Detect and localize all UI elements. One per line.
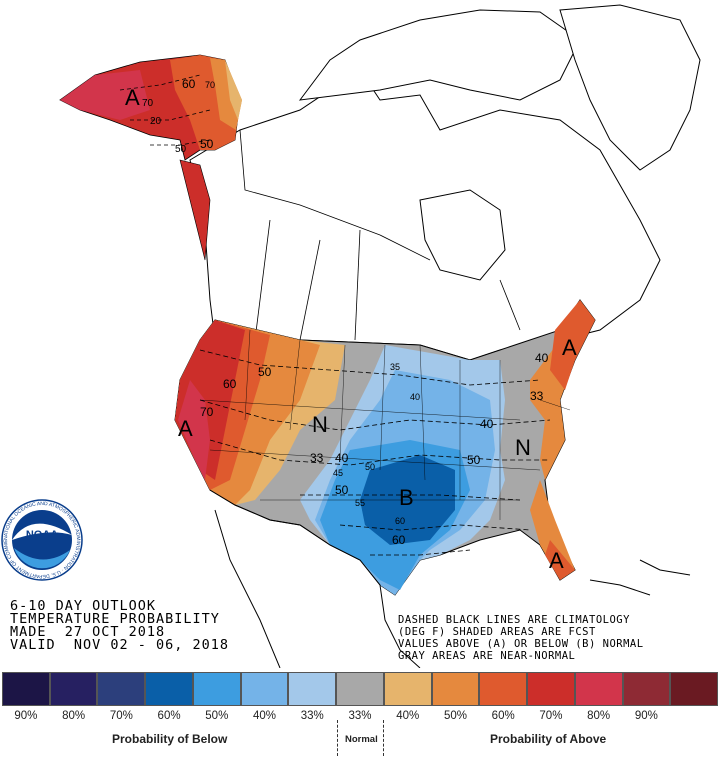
label-p33: 33 <box>310 451 324 465</box>
title-line-4: VALID NOV 02 - 06, 2018 <box>10 637 230 653</box>
label-m40b: 40 <box>480 417 494 431</box>
label-ak50b: 50 <box>200 137 214 151</box>
normal-divider <box>337 720 384 756</box>
normal-caption: Normal <box>345 734 378 745</box>
title-line-3: MADE 27 OCT 2018 <box>10 624 166 640</box>
outlook-title-block: 6-10 DAY OUTLOOK TEMPERATURE PROBABILITY… <box>10 598 230 653</box>
legend-percent-label: 80% <box>587 710 611 722</box>
label-b-south: B <box>399 485 414 510</box>
temperature-outlook-map: A A A A N N B 60 70 70 20 50 50 60 70 50… <box>1 4 701 668</box>
legend-percent-label: 33% <box>300 710 324 722</box>
label-m40: 40 <box>410 392 420 402</box>
above-caption: Probability of Above <box>490 732 607 746</box>
legend-swatch <box>288 672 337 706</box>
arctic-islands <box>298 9 581 101</box>
legend-percent-label: 50% <box>443 710 467 722</box>
legend-swatch <box>670 672 719 706</box>
note-line-1: DASHED BLACK LINES ARE CLIMATOLOGY <box>398 614 630 626</box>
legend-swatch <box>574 672 623 706</box>
label-p55: 55 <box>355 498 365 508</box>
legend-percent-label: 40% <box>396 710 420 722</box>
legend-percent-label: 70% <box>109 710 133 722</box>
legend-percent-label: 60% <box>157 710 181 722</box>
label-ak50: 50 <box>175 144 187 155</box>
legend-percent-label: 50% <box>205 710 229 722</box>
legend-swatch <box>336 672 384 706</box>
label-ak60: 60 <box>182 77 196 91</box>
label-w70: 70 <box>200 405 214 419</box>
label-s60: 60 <box>395 516 405 526</box>
noaa-logo-text: NOAA <box>26 529 58 541</box>
legend-swatch <box>527 672 575 706</box>
label-p50: 50 <box>365 462 375 472</box>
legend-swatch <box>383 672 432 706</box>
label-a-alaska: A <box>125 85 140 110</box>
legend-percent-label: 70% <box>539 710 563 722</box>
noaa-logo: NOAA NATIONAL OCEANIC AND ATMOSPHERIC AD… <box>1 499 83 581</box>
label-ak70: 70 <box>205 80 215 90</box>
alaska-region <box>59 54 242 261</box>
legend-notes: DASHED BLACK LINES ARE CLIMATOLOGY (DEG … <box>398 614 644 662</box>
probability-legend: 90% 80% 70% 60% 50% 40% 33% 33% 40% 50% 60% 70% 80% 9… <box>0 668 719 760</box>
label-a-west: A <box>178 416 193 441</box>
label-a-northeast: A <box>562 335 577 360</box>
legend-swatch <box>97 672 146 706</box>
hudson-bay <box>419 189 506 281</box>
province-lines <box>239 129 521 341</box>
title-line-2: TEMPERATURE PROBABILITY <box>10 611 220 627</box>
mexico-outline <box>209 489 421 668</box>
legend-swatch <box>2 672 50 706</box>
title-line-1: 6-10 DAY OUTLOOK <box>10 598 157 614</box>
legend-swatch <box>479 672 528 706</box>
label-ne40: 40 <box>535 351 549 365</box>
legend-swatch <box>145 672 193 706</box>
note-line-2: (DEG F) SHADED AREAS ARE FCST <box>398 626 596 638</box>
conus-region <box>174 299 596 596</box>
label-n-east: N <box>515 435 531 460</box>
label-a-florida: A <box>549 548 564 573</box>
legend-percent-label: 90% <box>14 710 38 722</box>
legend-percent-label: 90% <box>634 710 658 722</box>
legend-swatch <box>431 672 480 706</box>
note-line-3: VALUES ABOVE (A) OR BELOW (B) NORMAL <box>398 638 644 650</box>
legend-swatch <box>622 672 671 706</box>
caribbean-outline <box>589 559 691 596</box>
legend-swatch <box>240 672 289 706</box>
note-line-4: GRAY AREAS ARE NEAR-NORMAL <box>398 650 576 662</box>
label-p40: 40 <box>335 451 349 465</box>
legend-percent-label: 60% <box>491 710 515 722</box>
label-m35: 35 <box>390 362 400 372</box>
legend-swatch <box>192 672 241 706</box>
legend-swatch <box>49 672 98 706</box>
label-s60b: 60 <box>392 533 406 547</box>
label-ak70b: 70 <box>142 98 154 109</box>
label-w60: 60 <box>223 377 237 391</box>
legend-swatches <box>2 672 719 706</box>
greenland-outline <box>559 4 701 171</box>
legend-percent-label: 80% <box>62 710 86 722</box>
label-p50b: 50 <box>335 483 349 497</box>
below-caption: Probability of Below <box>112 732 228 746</box>
label-w50: 50 <box>258 365 272 379</box>
legend-percent-label: 40% <box>253 710 277 722</box>
label-m50: 50 <box>467 453 481 467</box>
label-n-plains: N <box>312 412 328 437</box>
label-ne33: 33 <box>530 389 544 403</box>
legend-percent-label: 33% <box>348 710 372 722</box>
label-ak20: 20 <box>150 116 162 127</box>
label-p45: 45 <box>333 468 343 478</box>
